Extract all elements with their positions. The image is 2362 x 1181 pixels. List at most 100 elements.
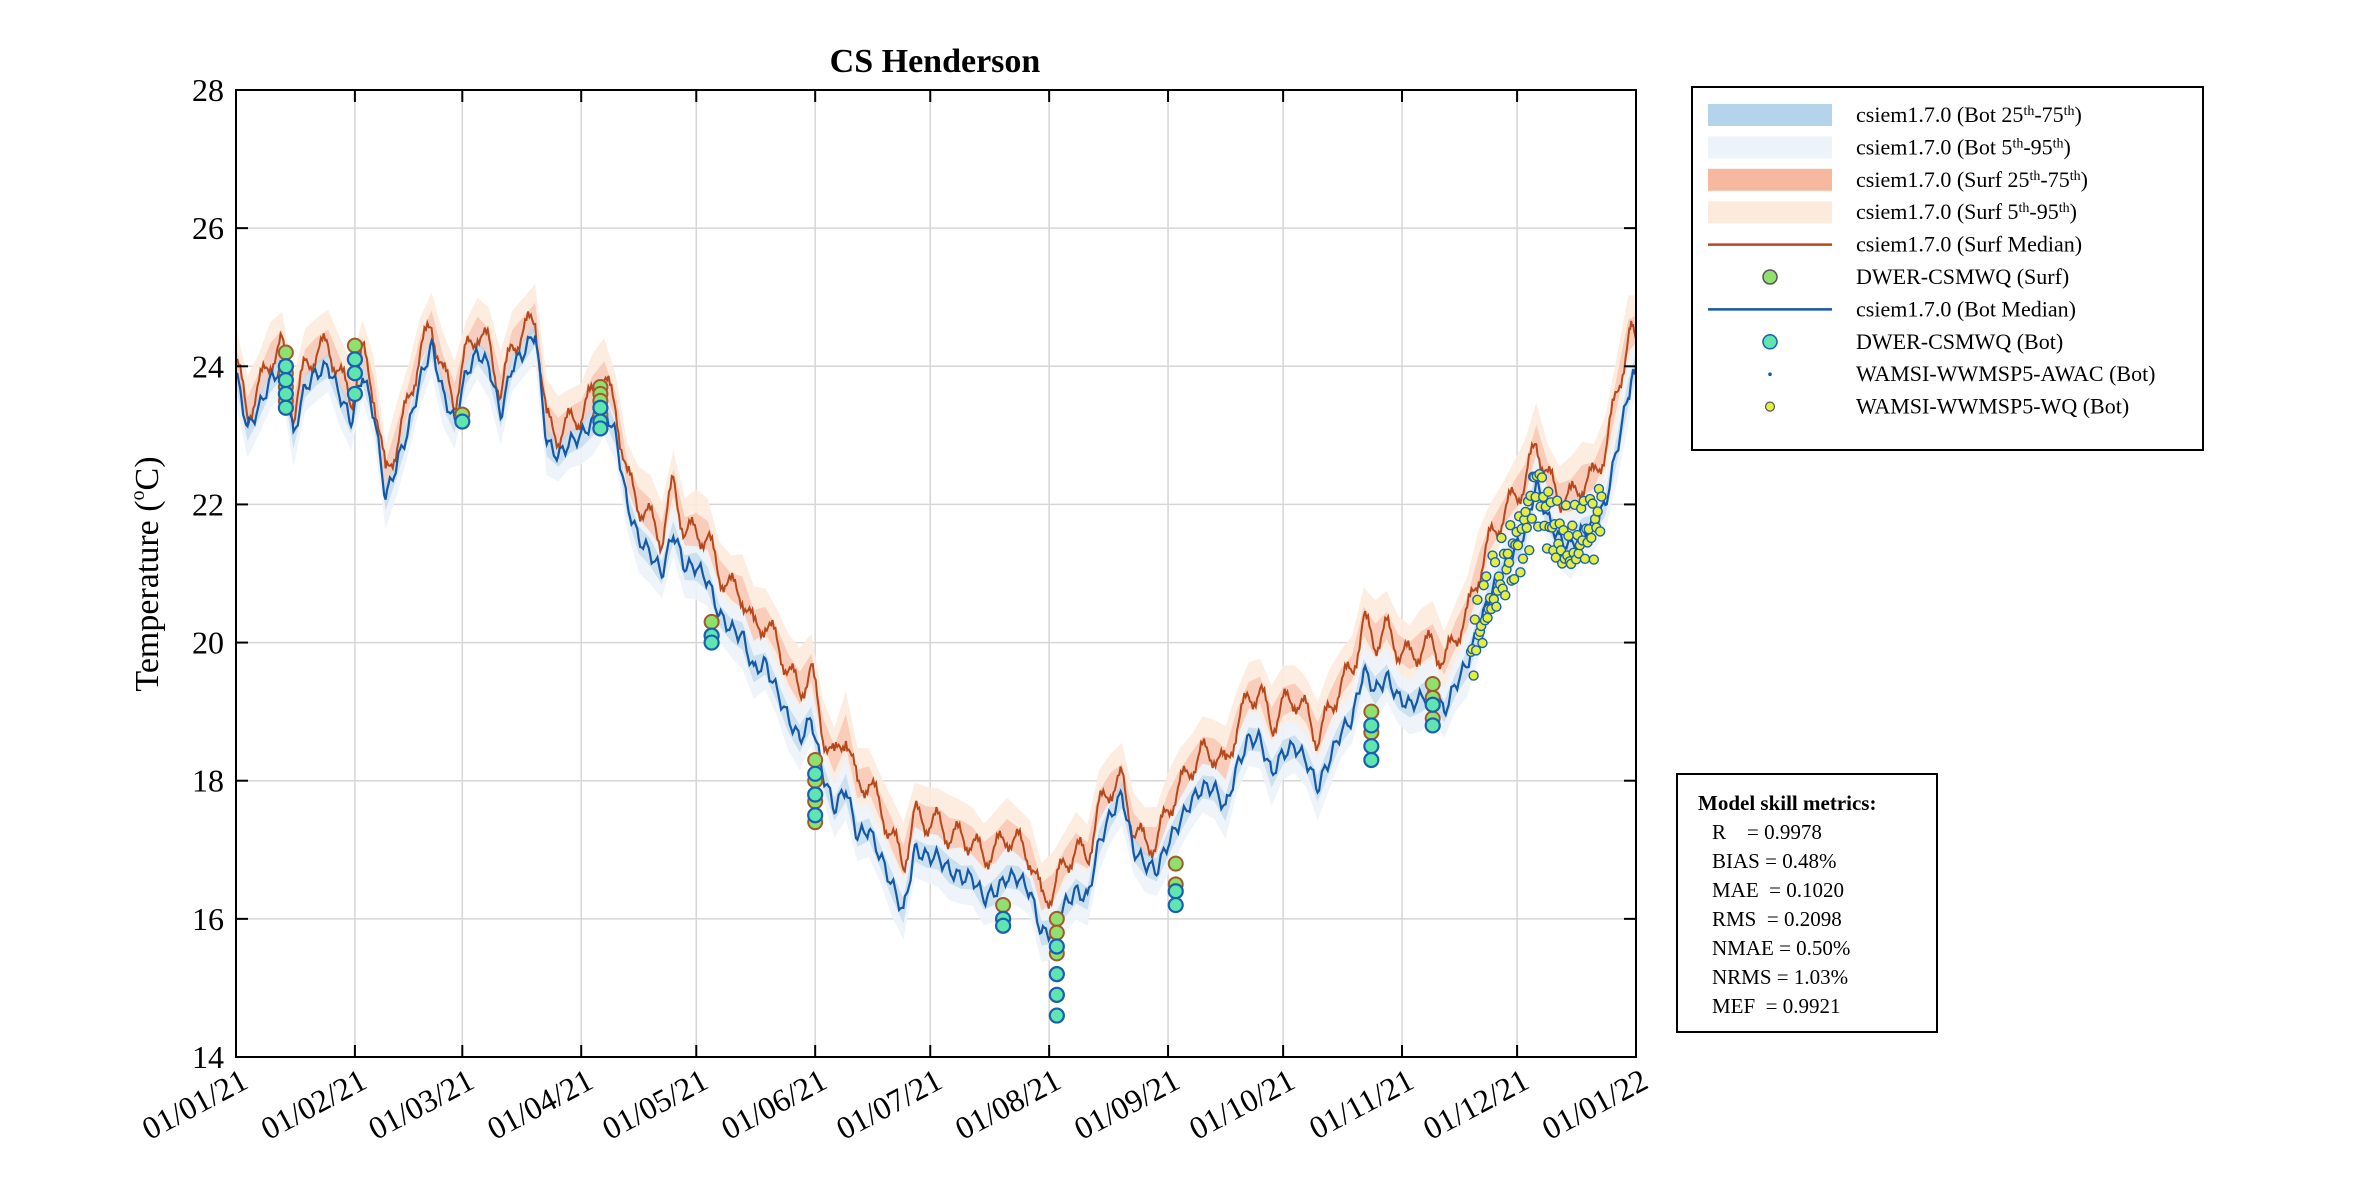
legend-label: csiem1.7.0 (Surf 5th-95th) (1856, 199, 2077, 224)
obs-dwer-bot-marker (1048, 1007, 1065, 1024)
x-tick-label: 01/08/21 (949, 1061, 1066, 1146)
obs-wamsi-wq-marker (1489, 557, 1501, 568)
obs-wamsi-wq-marker (1596, 491, 1607, 502)
obs-dwer-bot-marker (995, 917, 1012, 934)
surf-5-95-band (236, 284, 1636, 929)
obs-wamsi-wq-marker (1551, 495, 1563, 506)
obs-wamsi-wq-marker (1508, 574, 1520, 585)
skill-metric-r: R = 0.9978 (1712, 820, 1822, 844)
legend-label: csiem1.7.0 (Bot 5th-95th) (1856, 134, 2071, 159)
obs-wamsi-wq-marker (1586, 532, 1597, 544)
legend-label: csiem1.7.0 (Bot Median) (1856, 296, 2076, 321)
skill-metric-bias: BIAS = 0.48% (1712, 849, 1837, 873)
y-axis: 14 16 18 20 22 24 26 28 (192, 72, 1636, 1075)
obs-dwer-bot-marker (277, 358, 294, 375)
grid-lines (236, 90, 1636, 1057)
legend-swatch-patch (1708, 104, 1832, 126)
obs-dwer-bot-marker (1363, 717, 1380, 734)
y-axis-label-degree: o (127, 490, 149, 500)
obs-wamsi-wq-marker (1567, 520, 1578, 531)
legend-swatch-small-marker (1764, 401, 1776, 412)
obs-dwer-bot-marker (1167, 896, 1184, 914)
legend-label: WAMSI-WWMSP5-AWAC (Bot) (1856, 361, 2156, 386)
obs-dwer-bot-marker (1424, 717, 1441, 734)
y-tick-label: 20 (192, 625, 224, 661)
obs-dwer-surf-marker (807, 751, 824, 768)
legend-label: DWER-CSMWQ (Bot) (1856, 329, 2063, 354)
obs-wamsi-wq-marker (1521, 522, 1532, 534)
x-tick-label: 01/03/21 (362, 1061, 479, 1146)
y-axis-label-main: Temperature ( (129, 500, 166, 691)
obs-dwer-surf-marker (346, 337, 363, 354)
obs-wamsi-wq-marker (1563, 530, 1574, 542)
legend-swatch-marker (1762, 334, 1778, 350)
x-tick-label: 01/07/21 (830, 1061, 947, 1146)
obs-wamsi-wq-marker (1496, 532, 1507, 544)
obs-wamsi-wq-marker (1526, 513, 1538, 524)
y-axis-label: Temperature (oC) (127, 456, 166, 691)
legend-label: WAMSI-WWMSP5-WQ (Bot) (1856, 394, 2129, 419)
obs-dwer-surf-marker (703, 613, 720, 630)
x-tick-label: 01/05/21 (596, 1061, 713, 1146)
x-tick-label: 01/02/21 (255, 1061, 372, 1146)
obs-wamsi-wq-marker (1592, 506, 1603, 517)
obs-dwer-bot-marker (1424, 696, 1441, 713)
obs-dwer-bot-marker (1048, 938, 1065, 955)
obs-dwer-bot-marker (346, 365, 364, 382)
obs-wamsi-wq-marker (1515, 567, 1526, 578)
obs-wamsi-wq-marker (1517, 553, 1529, 564)
obs-wamsi-wq-marker (1470, 645, 1482, 656)
obs-dwer-bot-marker (277, 399, 294, 416)
legend-swatch-patch (1708, 201, 1832, 224)
legend-swatch-marker (1762, 269, 1778, 285)
obs-dwer-bot-marker (277, 372, 294, 389)
y-tick-label: 28 (192, 72, 224, 108)
obs-wamsi-wq-marker (1579, 553, 1591, 565)
obs-wamsi-wq-marker (1468, 670, 1479, 681)
chart-title: CS Henderson (830, 43, 1041, 80)
obs-dwer-bot-marker (807, 786, 824, 803)
y-tick-label: 24 (192, 348, 224, 384)
skill-metrics-title: Model skill metrics: (1698, 791, 1877, 815)
y-tick-label: 26 (192, 210, 224, 246)
obs-dwer-bot-marker (1048, 966, 1065, 983)
y-axis-label-unit: C) (129, 456, 166, 490)
obs-dwer-bot-marker (277, 385, 294, 403)
obs-dwer-bot-marker (1363, 738, 1380, 755)
obs-wamsi-wq-marker (1482, 612, 1493, 624)
obs-wamsi-wq-marker (1520, 506, 1531, 518)
obs-wamsi-wq-marker (1594, 526, 1606, 537)
x-tick-label: 01/04/21 (481, 1061, 598, 1146)
x-tick-label: 01/01/22 (1536, 1061, 1653, 1146)
obs-wamsi-wq-marker (1502, 548, 1513, 559)
skill-metric-nmae: NMAE = 0.50% (1712, 936, 1851, 960)
obs-dwer-bot-marker (346, 351, 364, 368)
plot-area-frame (235, 89, 1637, 1058)
skill-metric-nrms: NRMS = 1.03% (1712, 965, 1849, 989)
obs-wamsi-wq-marker (1469, 614, 1481, 625)
legend-swatch-dot (1768, 372, 1772, 377)
obs-dwer-surf-marker (1048, 924, 1065, 941)
obs-dwer-bot-marker (807, 765, 824, 782)
x-tick-label: 01/09/21 (1068, 1061, 1185, 1146)
obs-wamsi-wq-marker (1505, 519, 1516, 531)
obs-wamsi-wq-marker (1536, 472, 1548, 483)
x-tick-label: 01/10/21 (1183, 1061, 1300, 1146)
y-tick-label: 14 (192, 1039, 224, 1075)
obs-dwer-bot-marker (592, 420, 609, 437)
obs-wamsi-wq-marker (1472, 594, 1483, 606)
obs-wamsi-wq-marker (1491, 601, 1502, 612)
obs-dwer-surf-marker (1167, 855, 1184, 872)
obs-wamsi-wq-marker (1588, 554, 1600, 565)
obs-dwer-bot-marker (1048, 986, 1065, 1003)
obs-wamsi-wq-marker (1477, 637, 1488, 649)
obs-wamsi-wq-marker (1524, 544, 1535, 556)
legend-swatch-patch (1708, 168, 1832, 191)
obs-dwer-bot-marker (592, 399, 609, 416)
x-tick-label: 01/11/21 (1303, 1061, 1419, 1146)
legend-label: csiem1.7.0 (Bot 25th-75th) (1856, 102, 2082, 127)
surf-median-line (235, 311, 1637, 909)
obs-dwer-surf-marker (277, 344, 294, 361)
obs-wamsi-wq-marker (1587, 498, 1598, 509)
